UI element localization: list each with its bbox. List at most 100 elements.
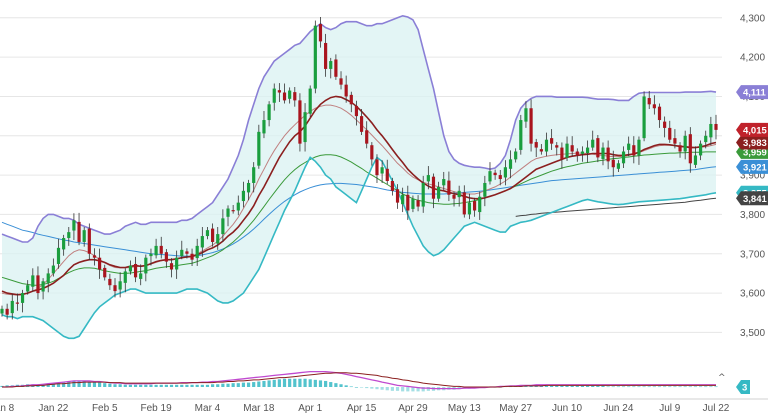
macd-histogram-bar <box>539 385 543 387</box>
candle <box>411 195 415 213</box>
candle <box>298 93 302 152</box>
macd-histogram-bar <box>303 378 307 387</box>
macd-histogram-bar <box>185 384 189 387</box>
candle <box>627 136 631 157</box>
macd-histogram-bar <box>565 385 569 387</box>
candle <box>216 227 220 250</box>
candle-body <box>282 92 287 101</box>
series-line-bollinger-upper <box>1 14 717 243</box>
x-axis-labels: Jan 8 Jan 22 Feb 5 Feb 19 Mar 4 Mar 18 Apr 1 Ap… <box>0 403 730 414</box>
candle <box>570 136 574 157</box>
candle-body <box>550 138 554 144</box>
x-tick-label: Jul 22 <box>703 403 730 414</box>
macd-histogram-bar <box>164 384 168 387</box>
candle <box>272 83 276 111</box>
candle-body <box>575 151 579 156</box>
candle-body <box>442 179 446 186</box>
candle <box>652 95 656 115</box>
candle <box>472 197 477 217</box>
macd-histogram-bar <box>370 387 374 389</box>
macd-histogram-bar <box>380 387 384 390</box>
candle-body <box>704 135 708 143</box>
candle <box>200 227 204 257</box>
candle-body <box>401 194 405 205</box>
macd-histogram-bar <box>298 378 302 387</box>
candle <box>92 248 97 266</box>
candle-body <box>591 139 595 148</box>
macd-histogram-bar <box>82 381 86 387</box>
badge-last-price-shape <box>736 122 768 137</box>
macd-histogram-bar <box>236 383 240 387</box>
candle-body <box>395 189 400 203</box>
badge-bollinger-upper-text: 4,111 <box>743 88 766 99</box>
candle <box>15 293 20 311</box>
macd-histogram-bar <box>550 385 554 387</box>
x-tick-label: Jun 10 <box>552 403 582 414</box>
badge-ma-black-text: 3,841 <box>743 194 767 205</box>
candle <box>544 132 549 157</box>
candle-body <box>452 194 456 199</box>
macd-histogram-bar <box>585 385 590 387</box>
candle-body <box>359 116 364 132</box>
badge-last-price-text: 4,015 <box>743 125 767 136</box>
candle-body <box>82 230 86 242</box>
candle-body <box>262 120 266 134</box>
candle-body <box>596 138 600 158</box>
candle-body <box>616 163 620 169</box>
x-tick-label: Jan 8 <box>0 403 15 414</box>
candle <box>406 185 410 220</box>
candle-body <box>488 171 492 182</box>
candle <box>519 114 523 155</box>
candle <box>642 91 646 142</box>
y-tick-label: 3,700 <box>740 249 765 260</box>
candle-body <box>46 273 50 283</box>
macd-histogram-bar <box>390 387 394 391</box>
candle <box>657 103 662 128</box>
macd-histogram-bar <box>324 380 328 387</box>
candle <box>483 175 487 207</box>
x-tick-label: May 13 <box>448 403 481 414</box>
candle-body <box>221 218 225 235</box>
badge-ma-black: 3,841 <box>736 191 768 206</box>
candle <box>390 177 394 196</box>
candle-body <box>77 221 81 242</box>
candle-body <box>175 257 179 270</box>
candle-body <box>205 230 210 237</box>
candle-body <box>668 127 672 140</box>
macd-histogram-bar <box>647 386 651 388</box>
candle-body <box>67 232 71 239</box>
candle <box>534 138 538 158</box>
candle-body <box>606 147 610 162</box>
macd-histogram-bar <box>87 382 91 387</box>
candle <box>621 146 626 169</box>
candle-body <box>123 271 127 283</box>
candle <box>190 248 194 266</box>
macd-histogram-bar <box>683 386 687 388</box>
candle-body <box>627 143 631 150</box>
candle <box>354 100 359 126</box>
candle-body <box>216 234 220 244</box>
candle-body <box>246 182 251 193</box>
candle <box>144 254 148 282</box>
candle-body <box>200 236 204 248</box>
candle-body <box>421 182 425 207</box>
candle <box>606 140 610 170</box>
candle <box>560 142 564 169</box>
candle <box>555 142 559 156</box>
candle <box>5 303 9 320</box>
macd-histogram-bar <box>714 386 718 388</box>
candle-body <box>678 145 682 152</box>
macd-histogram-bar <box>555 385 559 387</box>
candle <box>236 195 240 216</box>
candle <box>267 101 271 127</box>
candle <box>123 268 127 293</box>
candle-body <box>10 300 14 314</box>
candle-body <box>570 145 574 152</box>
macd-histogram-bar <box>211 384 215 387</box>
macd-histogram-bar <box>339 384 343 387</box>
macd-histogram-bar <box>46 384 50 387</box>
candle <box>452 191 456 207</box>
candle <box>175 250 179 279</box>
macd-histogram-bar <box>144 384 148 387</box>
candle <box>375 154 379 183</box>
